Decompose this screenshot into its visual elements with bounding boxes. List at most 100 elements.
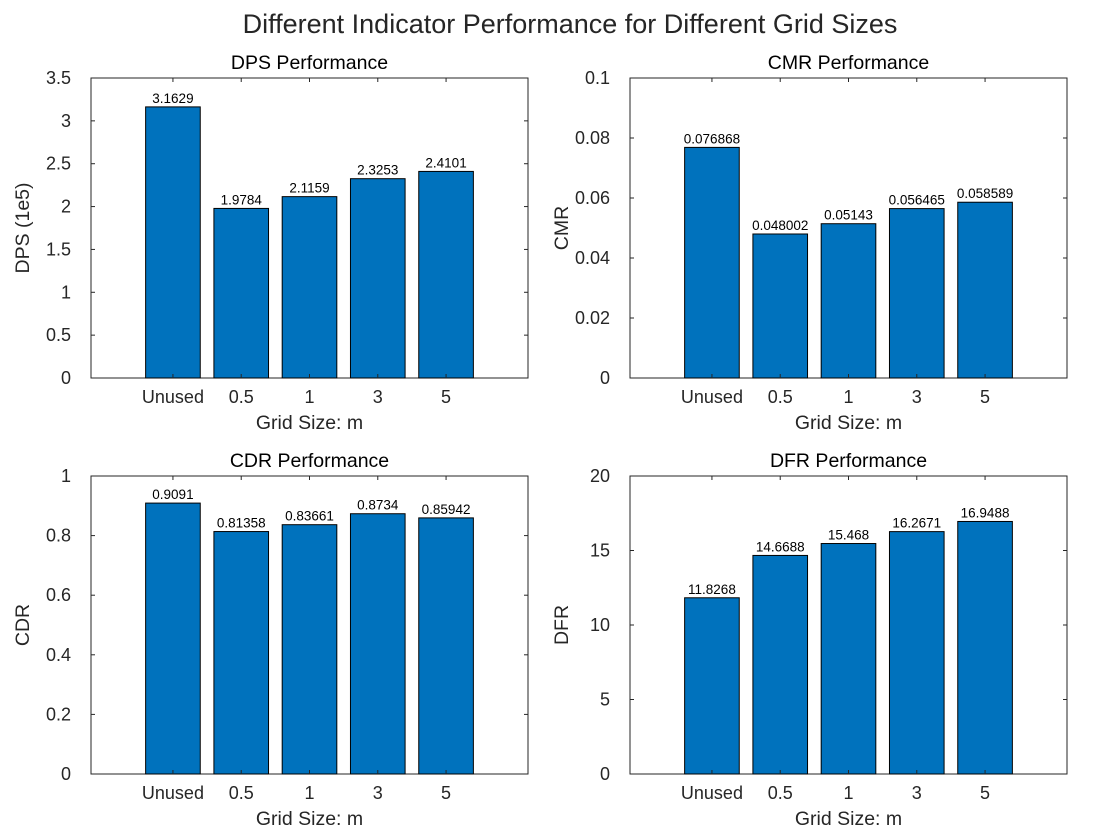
cmr-bar-unused [684,146,740,379]
dfr-y-tick-label-4: 20 [590,466,610,486]
cmr-x-tick-label-unused: Unused [681,387,743,407]
figure-title: Different Indicator Performance for Diff… [243,9,898,39]
dfr-bar-5 [957,520,1013,775]
cdr-value-label-5: 0.85942 [422,502,471,517]
cmr-value-label-5: 0.058589 [957,186,1013,201]
dfr-y-axis-label: DFR [551,605,573,645]
dfr-bar-unused [684,597,740,775]
dps-y-tick-label-4: 2 [61,197,71,217]
cdr-bar-0-5 [213,531,270,775]
dps-bar-5 [418,170,474,379]
dps-x-tick-label-0-5: 0.5 [229,387,254,407]
cmr-x-tick-label-5: 5 [980,387,990,407]
dfr-title: DFR Performance [770,450,927,472]
dps-y-tick-label-7: 3.5 [46,68,71,88]
cmr-value-label-0-5: 0.048002 [752,218,808,233]
dfr-value-label-3: 16.2671 [892,516,941,531]
cdr-y-tick-label-2: 0.4 [46,645,71,665]
dfr-value-label-unused: 11.8268 [688,582,736,597]
dps-value-label-3: 2.3253 [357,163,398,178]
dps-value-label-5: 2.4101 [425,155,466,170]
cdr-value-label-unused: 0.9091 [152,487,193,502]
dps-bar-unused [145,106,201,379]
cmr-y-tick-label-2: 0.04 [575,248,610,268]
cdr-bar-1 [281,524,338,775]
cmr-x-axis-label: Grid Size: m [795,412,902,434]
cmr-value-label-1: 0.05143 [824,208,873,223]
cdr-bar-3 [349,513,406,775]
dps-bar-3 [349,178,406,379]
cmr-y-tick-label-1: 0.02 [575,308,610,328]
cdr-y-tick-label-1: 0.2 [46,704,71,724]
dfr-bar-0-5 [752,554,809,775]
cmr-bar-1 [820,223,877,379]
dfr-value-label-0-5: 14.6688 [756,539,805,554]
dfr-x-tick-label-3: 3 [912,783,922,803]
subplot-grid: 3.1629 Unused 1.9784 0.5 2.1159 1 2.3253 3 2.410… [12,52,1068,830]
dfr-y-tick-label-1: 5 [600,690,610,710]
dfr-value-label-5: 16.9488 [961,505,1010,520]
dps-x-tick-label-unused: Unused [142,387,204,407]
cmr-y-tick-label-0: 0 [600,368,610,388]
dps-value-label-0-5: 1.9784 [221,192,263,207]
cdr-x-tick-label-1: 1 [304,783,314,803]
cdr-chart: 0.9091 Unused 0.81358 0.5 0.83661 1 0.8734 3 0.8… [12,450,529,830]
cmr-x-tick-label-3: 3 [912,387,922,407]
cdr-value-label-1: 0.83661 [285,509,334,524]
cmr-value-label-3: 0.056465 [889,193,945,208]
dps-y-tick-label-3: 1.5 [46,239,71,259]
dps-x-tick-label-3: 3 [373,387,383,407]
dps-title: DPS Performance [231,52,388,74]
cdr-value-label-3: 0.8734 [357,498,399,513]
cmr-title: CMR Performance [768,52,929,74]
dps-x-axis-label: Grid Size: m [256,412,363,434]
dfr-bar-3 [888,531,945,775]
cdr-y-tick-label-3: 0.6 [46,585,71,605]
dps-value-label-unused: 3.1629 [152,91,193,106]
dfr-x-tick-label-0-5: 0.5 [768,783,793,803]
cmr-value-label-unused: 0.076868 [684,131,740,146]
dps-x-tick-label-5: 5 [441,387,451,407]
dps-bar-1 [281,196,338,379]
cdr-x-tick-label-unused: Unused [142,783,204,803]
cdr-title: CDR Performance [230,450,389,472]
cdr-y-axis-label: CDR [12,604,34,646]
dps-value-label-1: 2.1159 [289,181,329,196]
dps-chart: 3.1629 Unused 1.9784 0.5 2.1159 1 2.3253 3 2.410… [12,52,529,434]
dfr-chart: 11.8268 Unused 14.6688 0.5 15.468 1 16.2671 3 16… [551,450,1068,830]
cmr-y-tick-label-5: 0.1 [585,68,610,88]
dps-y-tick-label-5: 2.5 [46,154,71,174]
cmr-y-tick-label-3: 0.06 [575,188,610,208]
dfr-y-tick-label-3: 15 [590,541,610,561]
cmr-y-tick-label-4: 0.08 [575,128,610,148]
dfr-x-tick-label-1: 1 [843,783,853,803]
cmr-y-axis-label: CMR [551,206,573,250]
dps-y-tick-label-1: 0.5 [46,325,71,345]
dps-y-tick-label-2: 1 [61,282,71,302]
dps-x-tick-label-1: 1 [304,387,314,407]
cdr-bar-5 [418,517,474,775]
cmr-x-tick-label-1: 1 [843,387,853,407]
dfr-y-tick-label-0: 0 [600,764,610,784]
cmr-bar-0-5 [752,233,809,379]
dfr-bar-1 [820,543,877,775]
cdr-value-label-0-5: 0.81358 [217,516,266,531]
dfr-y-tick-label-2: 10 [590,615,610,635]
dfr-x-tick-label-unused: Unused [681,783,743,803]
cdr-x-axis-label: Grid Size: m [256,808,363,830]
dps-y-axis-label: DPS (1e5) [12,182,34,273]
cmr-bar-3 [888,208,945,379]
cdr-y-tick-label-4: 0.8 [46,526,71,546]
dfr-value-label-1: 15.468 [828,528,869,543]
cdr-y-tick-label-5: 1 [61,466,71,486]
dfr-x-tick-label-5: 5 [980,783,990,803]
cmr-x-tick-label-0-5: 0.5 [768,387,793,407]
dps-y-tick-label-0: 0 [61,368,71,388]
dps-bar-0-5 [213,207,270,379]
cdr-x-tick-label-5: 5 [441,783,451,803]
cdr-x-tick-label-3: 3 [373,783,383,803]
cdr-x-tick-label-0-5: 0.5 [229,783,254,803]
dps-y-tick-label-6: 3 [61,111,71,131]
cmr-bar-5 [957,201,1013,379]
